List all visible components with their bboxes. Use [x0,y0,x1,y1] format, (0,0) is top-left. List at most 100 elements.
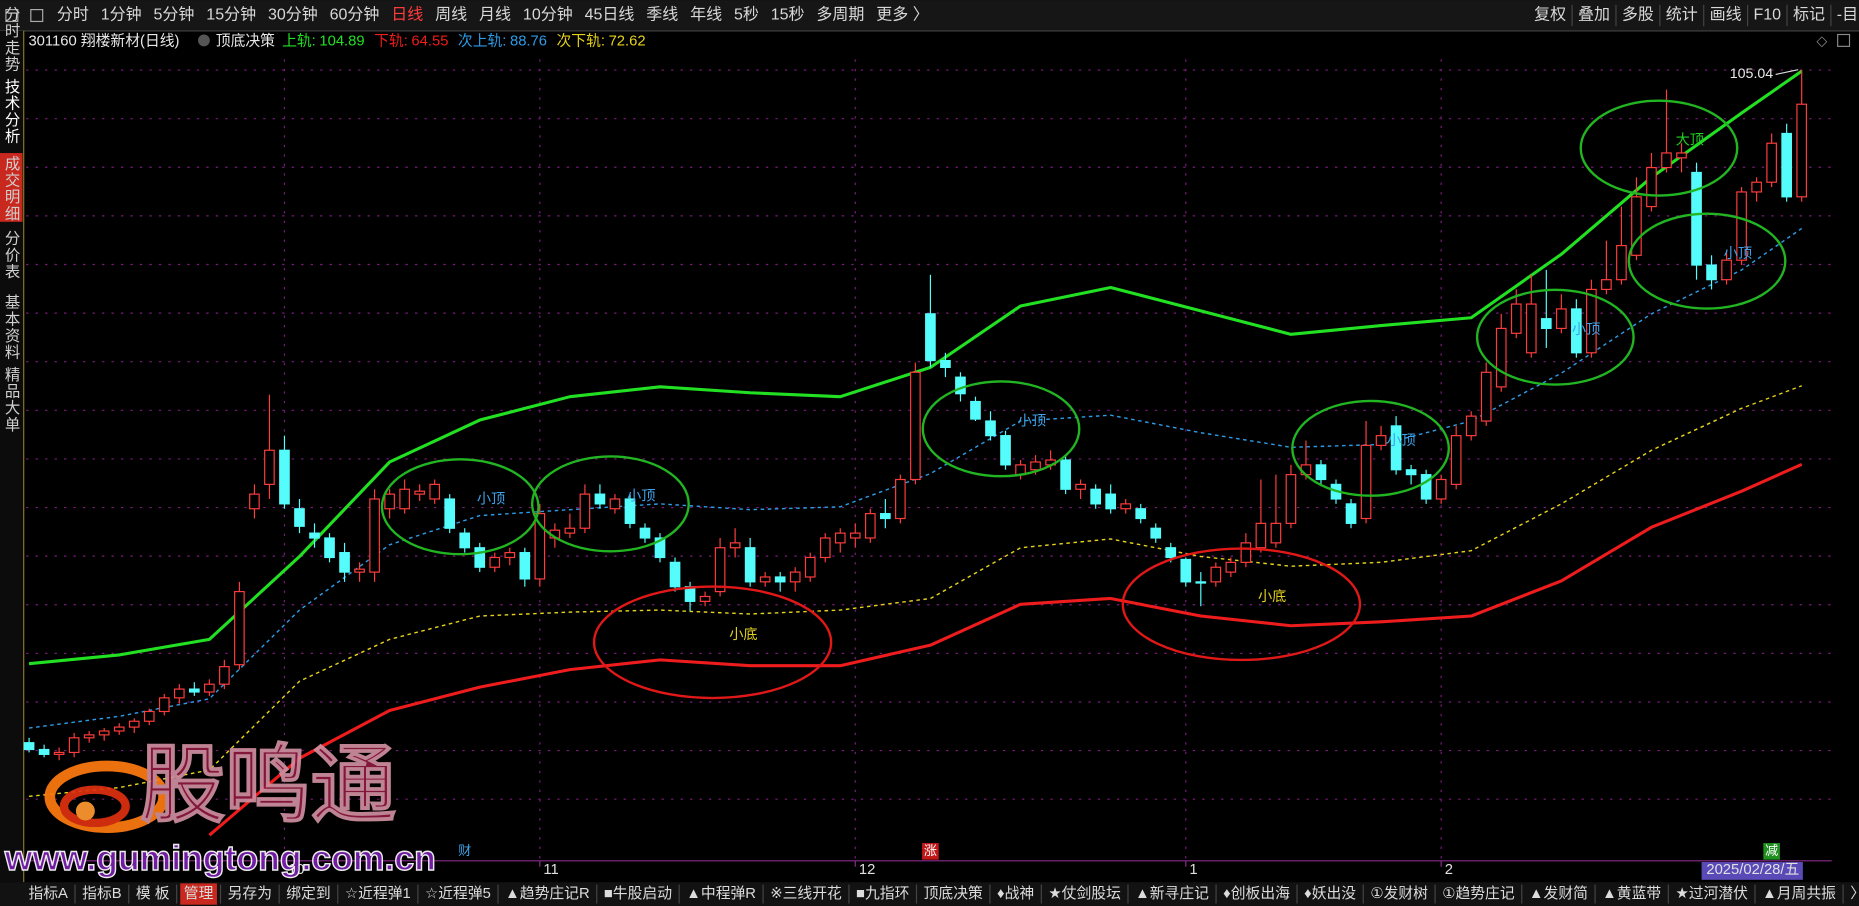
candle-body [880,513,891,520]
signal-ellipse [1475,288,1635,386]
tab-bar [0,882,1859,906]
indicator-tab[interactable]: ▲新寻庄记 [1135,884,1209,902]
candle-body [564,527,576,534]
tool-button[interactable]: 标记 [1793,6,1825,24]
period-tab[interactable]: 30分钟 [268,6,318,24]
sidebar-tab[interactable]: 分时走势 [3,6,21,73]
period-tab[interactable]: 更多 〉 [876,6,928,24]
indicator-tab[interactable]: 绑定到 [286,885,330,902]
candle-body [339,552,350,573]
candle-body [849,532,861,539]
sidebar-tab[interactable]: 成交明细 [3,155,21,222]
period-tab[interactable]: 周线 [435,6,467,24]
tool-button[interactable]: -目 [1837,7,1858,24]
indicator-tab[interactable]: ♦创板出海 [1223,884,1290,902]
tool-button[interactable]: 复权 [1534,6,1566,24]
indicator-tab[interactable]: ①发财树 [1370,885,1428,902]
indicator-tab[interactable]: 管理 [184,885,214,902]
candle-body [1586,288,1597,354]
candle-body [1450,435,1462,485]
period-tab[interactable]: 年线 [690,6,722,24]
candle-body [1165,547,1177,559]
candle-body [940,359,951,368]
candle-body [519,552,531,580]
signal-ellipse [1121,547,1362,662]
period-tab[interactable]: 季线 [646,6,678,24]
indicator-tab[interactable]: ※三线开花 [770,885,842,902]
candle-body [1706,264,1717,281]
indicator-tab[interactable]: ▲黄蓝带 [1602,885,1661,902]
candle-body [1465,415,1477,437]
tool-button[interactable]: 多股 [1622,6,1654,24]
icon[interactable]: ◇ [1816,33,1827,49]
indicator-tab[interactable]: ①趋势庄记 [1442,884,1515,902]
toolbar-icon[interactable] [30,8,44,23]
candle-body [1721,259,1732,281]
indicator-tab[interactable]: ▲中程弹R [686,885,756,902]
period-tab[interactable]: 10分钟 [523,6,573,24]
candle-body [249,493,260,510]
signal-ellipse [592,585,833,700]
sidebar-tab[interactable]: 精品大单 [3,366,21,433]
indicator-tab[interactable]: ■九指环 [856,885,909,902]
sidebar-tab[interactable]: 基本资料 [3,294,21,361]
indicator-tab[interactable]: ☆近程弹5 [425,885,491,902]
indicator-tab[interactable]: ☆近程弹1 [345,885,411,902]
candle-body [234,591,245,666]
toolbar-icon[interactable] [5,8,19,23]
signal-label: 小底 [729,626,757,643]
period-tab[interactable]: 月线 [479,6,511,24]
indicator-tab[interactable]: 另存为 [228,885,272,902]
indicator-tab[interactable]: ♦妖出没 [1304,885,1356,902]
tool-button[interactable]: F10 [1754,7,1782,24]
sidebar-tab[interactable]: 技术分析 [3,78,21,145]
indicator-tab[interactable]: 指标A [28,885,68,902]
indicator-tab[interactable]: 〉 [1850,885,1859,902]
indicator-tab[interactable]: ★仗剑股坛 [1048,885,1121,902]
signal-ellipse [380,458,540,556]
sidebar-tab[interactable]: 分价表 [3,230,21,280]
candle-body [789,571,801,583]
period-tab[interactable]: 分时 [57,6,89,24]
candle-body [774,576,786,583]
indicator-tab[interactable]: ▲发财简 [1529,885,1588,902]
period-tab[interactable]: 日线 [391,6,423,24]
indicator-tab[interactable]: ▲趋势庄记R [505,884,590,902]
period-tab[interactable]: 1分钟 [101,6,142,24]
tool-button[interactable]: 统计 [1666,6,1698,24]
period-tab[interactable]: 15秒 [771,6,805,24]
indicator-tab[interactable]: 模 板 [136,884,170,902]
indicator-tab[interactable]: ♦战神 [997,885,1034,902]
period-tab[interactable]: 15分钟 [206,6,256,24]
icon[interactable] [1837,33,1851,47]
candle-body [955,376,966,395]
indicator-tab[interactable]: 指标B [82,885,122,902]
candle-body [819,537,831,559]
candle-body [1285,474,1297,524]
indicator-icon[interactable] [197,34,210,47]
candle-body [1480,371,1492,422]
candle-body [1555,308,1567,330]
tool-button[interactable]: 叠加 [1578,6,1610,24]
signal-ellipse [921,380,1081,478]
signal-ellipse [1579,99,1739,197]
tool-button[interactable]: 画线 [1710,6,1742,24]
indicator-tab[interactable]: ▲月周共振 [1762,885,1836,902]
candle-body [714,547,726,593]
indicator-tab[interactable]: ★过河潜伏 [1675,885,1748,902]
indicator-tab[interactable]: ■牛股启动 [604,885,672,902]
signal-ellipse [1291,399,1450,497]
period-tab[interactable]: 多周期 [816,6,864,24]
period-tab[interactable]: 45日线 [585,6,635,24]
event-label: 减 [1765,843,1778,858]
period-tab[interactable]: 5秒 [734,6,759,24]
candle-body [444,498,456,529]
candle-body [699,595,711,602]
signal-label: 小顶 [1018,412,1046,429]
candle-body [264,449,275,485]
period-tab[interactable]: 60分钟 [330,6,380,24]
period-tab[interactable]: 5分钟 [154,6,195,24]
candle-body [1375,435,1387,446]
indicator-tab[interactable]: 顶底决策 [924,885,983,902]
